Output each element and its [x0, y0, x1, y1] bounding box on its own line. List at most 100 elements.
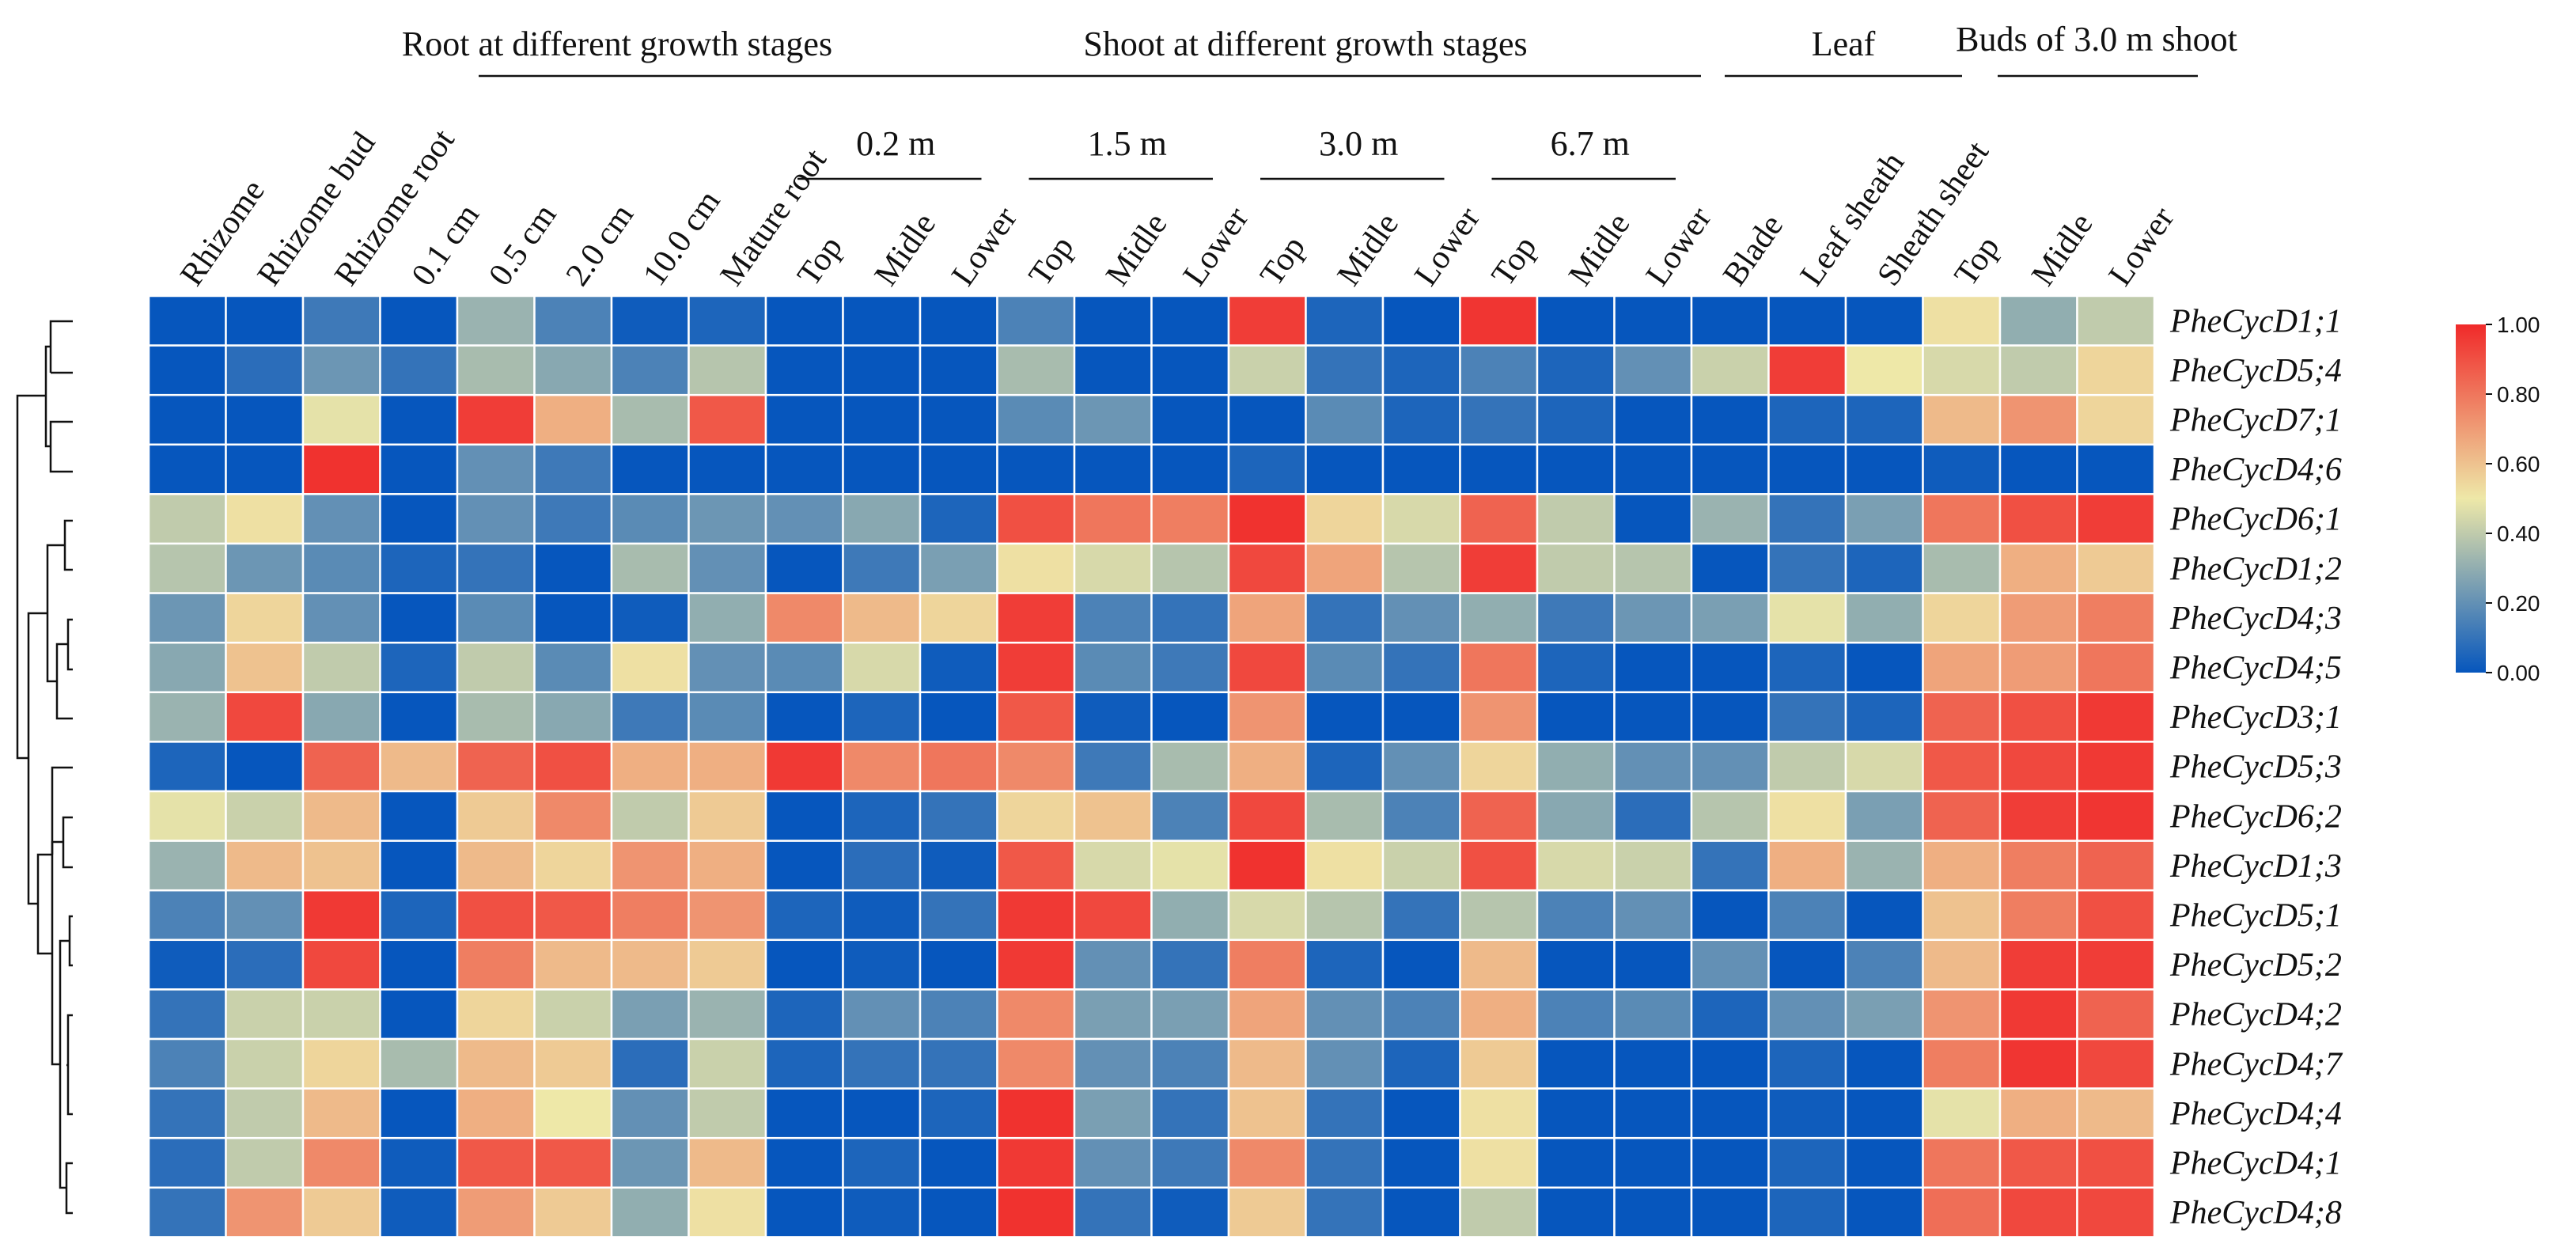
- heatmap-cell: [688, 344, 767, 396]
- heatmap-cell: [533, 1136, 613, 1189]
- heatmap-cell: [842, 988, 922, 1041]
- heatmap-cell: [1536, 443, 1616, 495]
- heatmap-cell: [2076, 741, 2156, 793]
- heatmap-cell: [688, 1136, 767, 1189]
- heatmap-cell: [1844, 344, 1924, 396]
- heatmap-cell: [1922, 1186, 2002, 1238]
- heatmap-cell: [379, 988, 459, 1041]
- heatmap-cell: [1459, 1186, 1539, 1238]
- heatmap-cell: [1536, 790, 1616, 842]
- heatmap-cell: [842, 592, 922, 644]
- heatmap-cell: [1844, 988, 1924, 1041]
- heatmap-cell: [1227, 889, 1307, 942]
- heatmap-cell: [147, 1037, 227, 1090]
- column-label: Midle: [2025, 207, 2100, 293]
- heatmap-cell: [147, 592, 227, 644]
- heatmap-cell: [842, 741, 922, 793]
- heatmap-cell: [1150, 542, 1230, 594]
- heatmap-cell: [1073, 938, 1153, 991]
- row-label: PheCycD5;2: [2169, 947, 2342, 984]
- dendro-branch: [16, 394, 46, 760]
- heatmap-cell: [996, 840, 1076, 892]
- heatmap-cell: [2076, 393, 2156, 446]
- heatmap-cell: [147, 393, 227, 446]
- column-label: Top: [1948, 229, 2007, 292]
- heatmap-cell: [1536, 393, 1616, 446]
- row-labels: PheCycD1;1 PheCycD5;4 PheCycD7;1 PheCycD4;6…: [2169, 303, 2343, 1231]
- heatmap-cell: [1073, 1186, 1153, 1238]
- heatmap-cell: [301, 988, 381, 1041]
- heatmap-cell: [533, 741, 613, 793]
- heatmap-cell: [301, 938, 381, 991]
- column-label: Blade: [1716, 208, 1790, 293]
- heatmap-cell: [1690, 1186, 1770, 1238]
- heatmap-cell: [2076, 1186, 2156, 1238]
- heatmap-cell: [225, 294, 305, 347]
- heatmap-cell: [688, 691, 767, 743]
- heatmap-cell: [1844, 641, 1924, 694]
- heatmap-cell: [610, 294, 690, 347]
- heatmap-cell: [1073, 741, 1153, 793]
- sub-group-label: 6.7 m: [1551, 124, 1630, 163]
- heatmap-cell: [1613, 1037, 1693, 1090]
- heatmap-cell: [1305, 790, 1385, 842]
- heatmap-cell: [379, 592, 459, 644]
- heatmap-cell: [1536, 889, 1616, 942]
- heatmap-cell: [147, 641, 227, 694]
- heatmap-cell: [2076, 542, 2156, 594]
- heatmap-cell: [996, 542, 1076, 594]
- heatmap-cell: [996, 988, 1076, 1041]
- heatmap-cell: [610, 790, 690, 842]
- heatmap-cell: [842, 294, 922, 347]
- heatmap-cell: [996, 691, 1076, 743]
- heatmap-cell: [842, 1136, 922, 1189]
- heatmap-cell: [1844, 1087, 1924, 1139]
- heatmap-cell: [379, 443, 459, 495]
- column-label: 10.0 cm: [636, 184, 727, 292]
- column-label: Lower: [1639, 201, 1719, 293]
- heatmap-cell: [1922, 592, 2002, 644]
- heatmap-cell: [456, 889, 536, 942]
- heatmap-cell: [456, 840, 536, 892]
- column-label: Top: [1485, 229, 1544, 292]
- heatmap-cell: [1844, 938, 1924, 991]
- heatmap-cell: [1073, 840, 1153, 892]
- heatmap-cell: [533, 493, 613, 545]
- heatmap-cell: [764, 1136, 844, 1189]
- heatmap-cell: [1305, 344, 1385, 396]
- heatmap-cell: [1073, 1087, 1153, 1139]
- heatmap-cell: [1690, 938, 1770, 991]
- heatmap-cell: [225, 790, 305, 842]
- heatmap-cell: [379, 889, 459, 942]
- heatmap-cell: [610, 889, 690, 942]
- heatmap-cell: [147, 443, 227, 495]
- color-scale-tick-label: 0.00: [2497, 661, 2540, 685]
- heatmap-cell: [147, 889, 227, 942]
- heatmap-cell: [147, 988, 227, 1041]
- heatmap-cell: [1613, 344, 1693, 396]
- dendro-branch: [66, 618, 73, 671]
- dendro-branch: [36, 853, 52, 955]
- heatmap-cell: [1150, 691, 1230, 743]
- heatmap-cell: [1922, 294, 2002, 347]
- row-label: PheCycD6;2: [2169, 798, 2342, 835]
- heatmap-cell: [301, 294, 381, 347]
- heatmap-cell: [1613, 493, 1693, 545]
- heatmap-cell: [764, 889, 844, 942]
- heatmap-cell: [1767, 294, 1847, 347]
- column-label: Top: [1253, 229, 1313, 292]
- heatmap-cell: [1613, 443, 1693, 495]
- column-label: Lower: [2102, 201, 2182, 293]
- heatmap-cell: [225, 988, 305, 1041]
- heatmap-cell: [1690, 889, 1770, 942]
- heatmap-cell: [764, 443, 844, 495]
- heatmap-cell: [1922, 741, 2002, 793]
- heatmap-cell: [842, 691, 922, 743]
- heatmap-cell: [842, 344, 922, 396]
- heatmap-cell: [996, 294, 1076, 347]
- heatmap-cell: [147, 691, 227, 743]
- heatmap-cell: [533, 988, 613, 1041]
- heatmap-cell: [1613, 641, 1693, 694]
- heatmap-cell: [1536, 294, 1616, 347]
- heatmap-cell: [1998, 294, 2078, 347]
